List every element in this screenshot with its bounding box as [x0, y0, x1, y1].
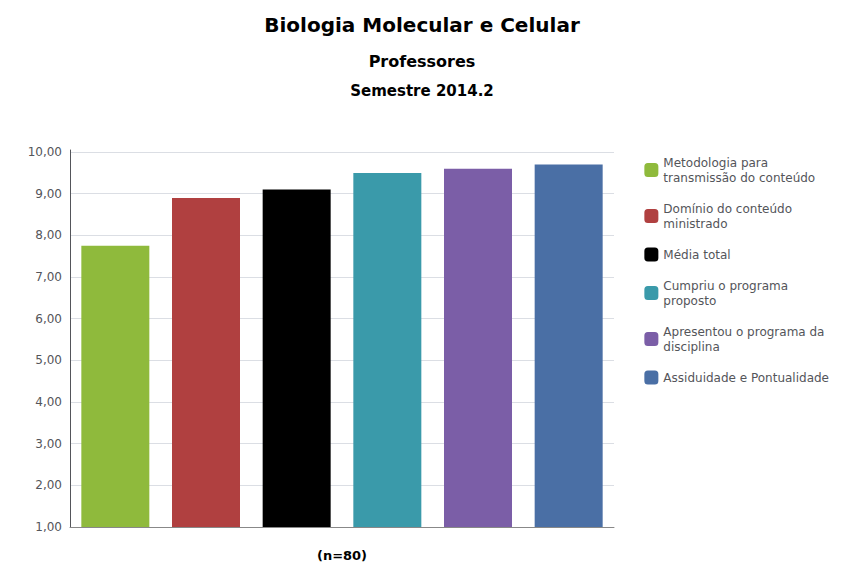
svg-text:Domínio do conteúdo: Domínio do conteúdo	[663, 202, 792, 216]
svg-text:(n=80): (n=80)	[317, 548, 367, 563]
svg-text:7,00: 7,00	[35, 270, 62, 284]
svg-text:3,00: 3,00	[35, 437, 62, 451]
svg-text:5,00: 5,00	[35, 353, 62, 367]
svg-text:4,00: 4,00	[35, 395, 62, 409]
svg-text:Assiduidade e Pontualidade: Assiduidade e Pontualidade	[663, 371, 829, 385]
svg-text:Professores: Professores	[369, 52, 476, 71]
svg-text:Biologia Molecular e Celular: Biologia Molecular e Celular	[264, 13, 580, 37]
svg-text:8,00: 8,00	[35, 228, 62, 242]
svg-text:ministrado: ministrado	[663, 217, 727, 231]
svg-text:transmissão do conteúdo: transmissão do conteúdo	[663, 171, 815, 185]
svg-text:Metodologia para: Metodologia para	[663, 156, 768, 170]
svg-text:disciplina: disciplina	[663, 340, 719, 354]
svg-text:9,00: 9,00	[35, 187, 62, 201]
svg-text:Cumpriu o programa: Cumpriu o programa	[663, 279, 788, 293]
svg-text:10,00: 10,00	[28, 145, 62, 159]
svg-text:proposto: proposto	[663, 294, 716, 308]
svg-text:6,00: 6,00	[35, 312, 62, 326]
svg-text:Apresentou o programa da: Apresentou o programa da	[663, 325, 824, 339]
svg-text:1,00: 1,00	[35, 520, 62, 534]
svg-text:2,00: 2,00	[35, 478, 62, 492]
svg-text:Semestre 2014.2: Semestre 2014.2	[350, 82, 494, 100]
svg-text:Média total: Média total	[663, 248, 730, 262]
